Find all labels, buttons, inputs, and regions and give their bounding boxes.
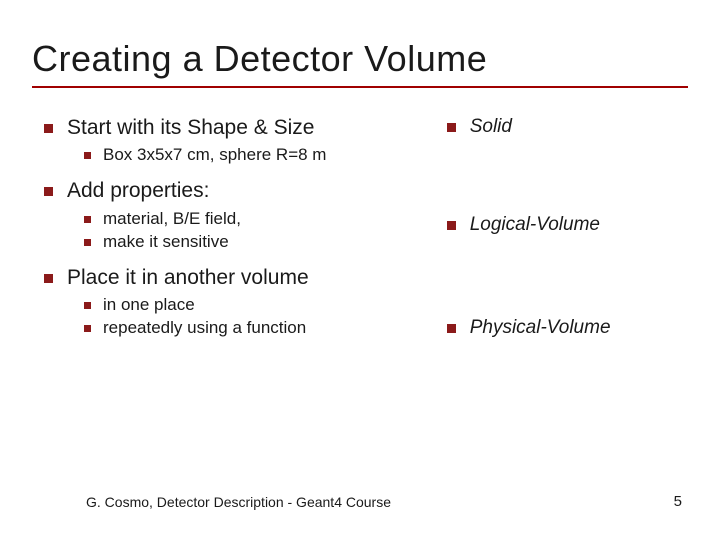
square-bullet-icon bbox=[44, 124, 53, 133]
square-bullet-icon bbox=[44, 187, 53, 196]
square-bullet-icon bbox=[84, 239, 91, 246]
title-divider bbox=[32, 86, 688, 88]
section-2-sub-1: material, B/E field, bbox=[84, 208, 439, 231]
sub-text: repeatedly using a function bbox=[103, 317, 306, 340]
right-item-logical: Logical-Volume bbox=[447, 212, 688, 238]
square-bullet-icon bbox=[84, 302, 91, 309]
section-3-sub-1: in one place bbox=[84, 294, 439, 317]
sub-text: make it sensitive bbox=[103, 231, 229, 254]
section-3-sub-2: repeatedly using a function bbox=[84, 317, 439, 340]
section-1-sub-1: Box 3x5x7 cm, sphere R=8 m bbox=[84, 144, 439, 167]
square-bullet-icon bbox=[447, 123, 456, 132]
right-column: Solid Logical-Volume Physical-Volume bbox=[439, 114, 688, 341]
footer: G. Cosmo, Detector Description - Geant4 … bbox=[0, 493, 720, 510]
footer-text: G. Cosmo, Detector Description - Geant4 … bbox=[86, 494, 391, 510]
right-label: Solid bbox=[470, 114, 512, 140]
square-bullet-icon bbox=[84, 325, 91, 332]
square-bullet-icon bbox=[84, 216, 91, 223]
sub-text: Box 3x5x7 cm, sphere R=8 m bbox=[103, 144, 326, 167]
section-2-sub-2: make it sensitive bbox=[84, 231, 439, 254]
page-number: 5 bbox=[674, 493, 682, 510]
section-heading: Add properties: bbox=[67, 177, 209, 205]
square-bullet-icon bbox=[44, 274, 53, 283]
square-bullet-icon bbox=[84, 152, 91, 159]
right-label: Logical-Volume bbox=[470, 212, 600, 238]
right-item-physical: Physical-Volume bbox=[447, 315, 688, 341]
content-columns: Start with its Shape & Size Box 3x5x7 cm… bbox=[32, 114, 688, 341]
slide-title: Creating a Detector Volume bbox=[32, 38, 688, 80]
right-item-solid: Solid bbox=[447, 114, 688, 140]
square-bullet-icon bbox=[447, 324, 456, 333]
sub-text: in one place bbox=[103, 294, 195, 317]
section-1: Start with its Shape & Size bbox=[44, 114, 439, 142]
sub-text: material, B/E field, bbox=[103, 208, 241, 231]
section-heading: Place it in another volume bbox=[67, 264, 309, 292]
section-2: Add properties: bbox=[44, 177, 439, 205]
section-3: Place it in another volume bbox=[44, 264, 439, 292]
left-column: Start with its Shape & Size Box 3x5x7 cm… bbox=[32, 114, 439, 341]
square-bullet-icon bbox=[447, 221, 456, 230]
section-heading: Start with its Shape & Size bbox=[67, 114, 314, 142]
right-label: Physical-Volume bbox=[470, 315, 611, 341]
